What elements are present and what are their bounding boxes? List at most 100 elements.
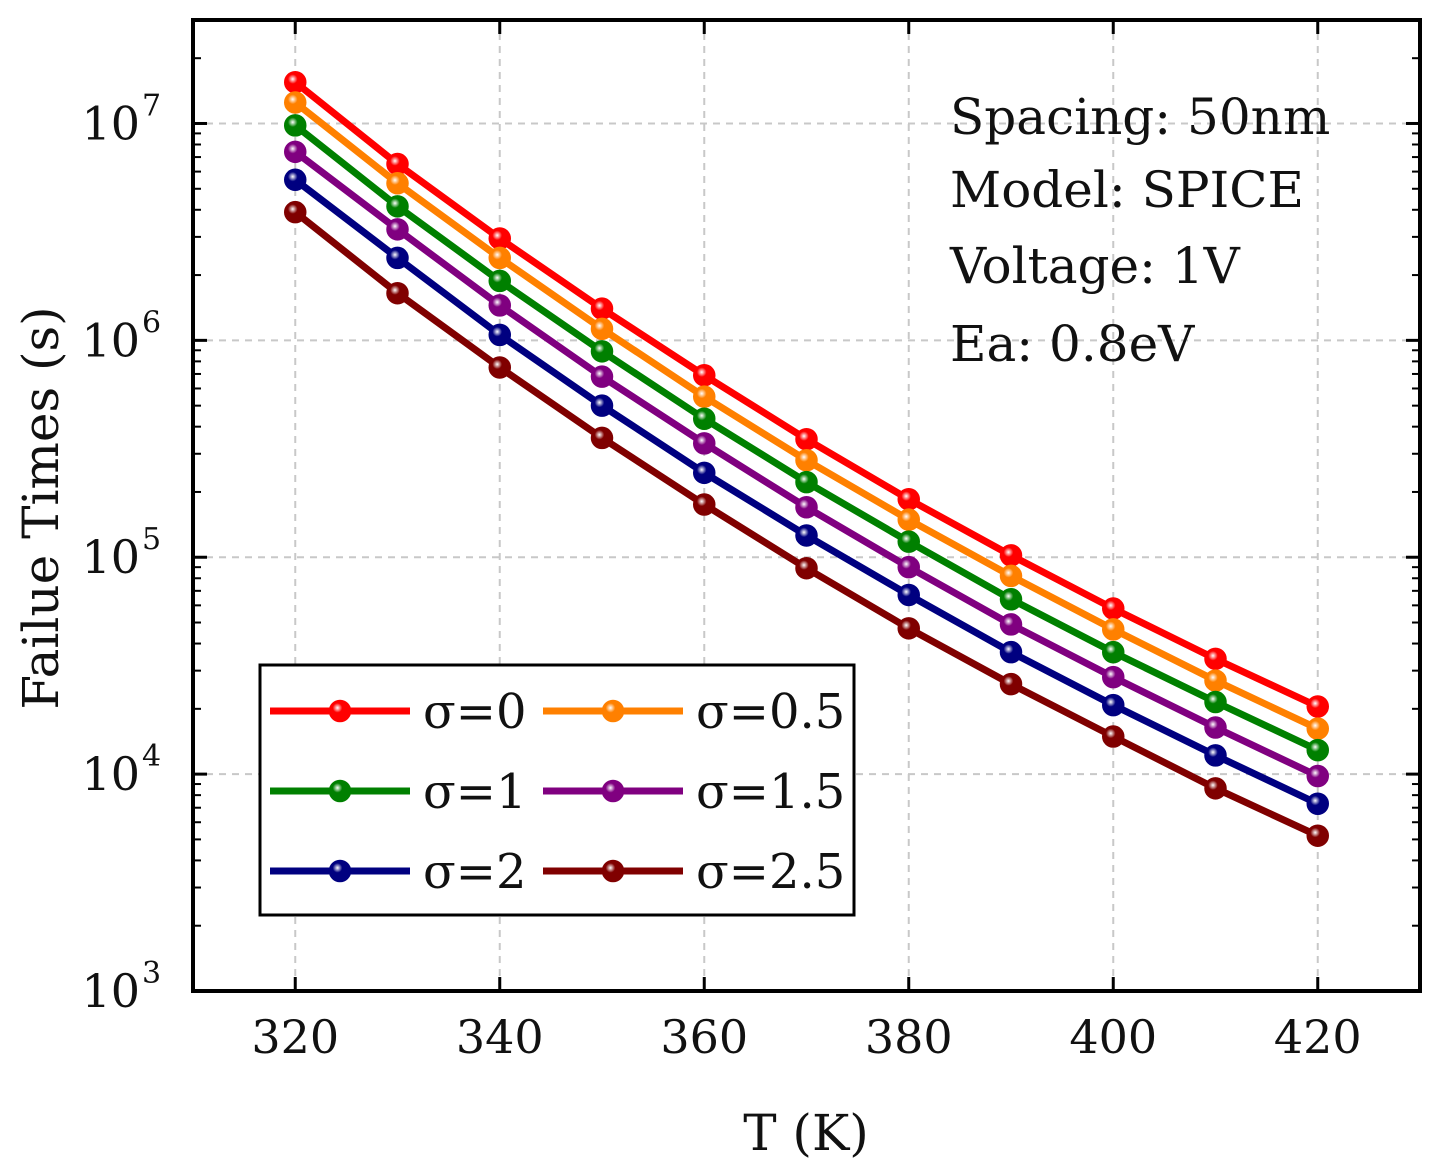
data-point [999,640,1023,664]
data-point [488,356,511,379]
series-5 [284,168,1329,816]
data-point [999,544,1023,567]
data-point [386,195,409,218]
data-point [693,407,716,431]
data-point [284,200,307,224]
data-point [897,555,920,579]
data-point [1102,665,1125,689]
data-point [590,426,614,450]
legend-entry: σ=1 [270,764,527,820]
legend-entry: σ=2 [270,844,527,900]
data-point [386,172,409,195]
x-tick-label: 420 [1274,1010,1362,1064]
x-tick-label: 360 [660,1010,748,1064]
series-6 [284,200,1329,847]
data-point [1204,669,1227,692]
data-point [693,364,716,387]
legend-swatch-marker [328,699,352,723]
data-point [1102,693,1125,717]
data-point [1102,640,1125,664]
data-point [1306,764,1329,788]
x-tick-label: 320 [251,1010,339,1064]
legend-entry: σ=0 [270,684,527,740]
legend-label: σ=1 [423,764,527,820]
data-point [999,613,1023,636]
data-point [1306,695,1329,718]
data-point [1204,777,1227,800]
legend-label: σ=1.5 [696,764,845,820]
data-point [1306,824,1329,847]
data-point [795,496,818,519]
legend: σ=0 σ=0.5 σ=1 σ=1.5 σ=2 σ=2.5 [258,663,856,917]
data-point [284,168,307,192]
data-point [284,114,307,137]
data-point [897,617,920,640]
x-tick-label: 400 [1069,1010,1157,1064]
data-point [1306,738,1329,762]
y-tick-exponent: 7 [142,88,161,123]
data-point [1306,717,1329,740]
data-point [897,508,920,531]
data-point [386,152,409,176]
data-point [284,140,307,164]
data-point [488,294,511,317]
data-point [386,218,409,241]
data-point [897,530,920,553]
data-point [1204,690,1227,714]
y-tick-label: 10 [81,530,140,584]
data-point [1102,618,1125,641]
data-point [386,246,409,270]
series-2 [284,91,1329,740]
legend-label: σ=0 [423,684,527,740]
data-point [693,493,716,516]
legend-label: σ=2 [423,844,527,900]
y-tick-exponent: 4 [142,739,161,774]
legend-label: σ=2.5 [696,844,845,900]
data-point [897,488,920,511]
series-1 [284,70,1329,718]
data-point [1204,716,1227,739]
y-tick-label: 10 [81,313,140,367]
series-3 [284,114,1329,762]
data-point [488,227,511,250]
annotation-spacing: Spacing: 50nm [950,88,1330,146]
data-point [795,427,818,451]
data-point [1306,792,1329,816]
annotation-ea: Ea: 0.8eV [950,315,1195,373]
series-4 [284,140,1329,788]
y-tick-exponent: 5 [142,522,161,557]
data-point [284,70,307,94]
x-tick-label: 380 [865,1010,953,1064]
data-point [590,394,614,417]
y-tick-label: 10 [81,747,140,801]
data-point [795,449,818,472]
data-point [1102,725,1125,748]
data-point [999,672,1023,696]
y-tick-exponent: 6 [142,305,161,340]
data-point [693,385,716,408]
data-point [999,588,1023,611]
data-point [693,461,716,485]
data-point [795,556,818,580]
annotation-block: Spacing: 50nm Model: SPICE Voltage: 1V E… [949,88,1330,373]
data-point [284,91,307,114]
y-axis-title: Failue Times (s) [12,306,70,709]
legend-entry: σ=1.5 [543,764,845,820]
data-point [999,564,1023,588]
plot-frame [191,18,1422,993]
data-point [590,297,614,320]
y-tick-label: 10 [81,964,140,1018]
legend-swatch-marker [601,699,625,723]
legend-entry: σ=0.5 [543,684,845,740]
data-point [488,269,511,293]
data-point [795,524,818,547]
data-point [590,340,614,363]
x-tick-label: 340 [456,1010,544,1064]
data-point [897,583,920,607]
x-axis-title: T (K) [743,1104,869,1162]
legend-swatch-marker [328,859,352,883]
data-point [1204,744,1227,767]
y-tick-exponent: 3 [142,956,161,991]
